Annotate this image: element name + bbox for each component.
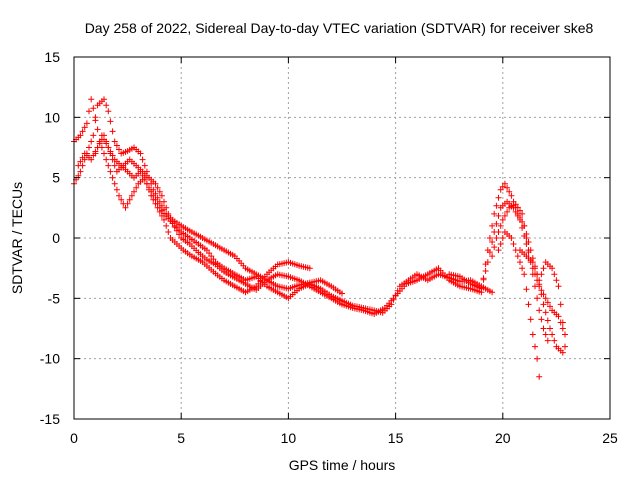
- y-tick-label: -10: [40, 351, 60, 367]
- axis-ticks: [73, 56, 611, 420]
- point-markers: [92, 132, 566, 356]
- grid-lines: [74, 57, 610, 419]
- point-markers: [517, 247, 568, 350]
- y-tick-label: 5: [52, 170, 60, 186]
- x-tick-label: 15: [388, 430, 404, 446]
- x-tick-label: 20: [495, 430, 511, 446]
- y-tick-label: 0: [52, 230, 60, 246]
- chart-title: Day 258 of 2022, Sidereal Day-to-day VTE…: [85, 20, 594, 36]
- y-tick-labels: -15 -10 -5 0 5 10 15: [40, 49, 60, 427]
- point-markers: [495, 229, 543, 380]
- y-tick-label: 10: [44, 109, 60, 125]
- y-axis-label: SDTVAR / TECUs: [9, 182, 25, 294]
- x-axis-label: GPS time / hours: [289, 457, 396, 473]
- x-tick-label: 5: [177, 430, 185, 446]
- x-tick-label: 10: [281, 430, 297, 446]
- x-tick-label: 0: [70, 430, 78, 446]
- x-tick-label: 25: [602, 430, 618, 446]
- series-trace-1: [71, 96, 313, 296]
- x-tick-labels: 0 5 10 15 20 25: [70, 430, 618, 446]
- series-trace-7: [495, 229, 543, 380]
- series-trace-8: [517, 247, 568, 350]
- y-tick-label: -15: [40, 411, 60, 427]
- series-trace-4: [92, 132, 566, 356]
- point-markers: [71, 96, 313, 296]
- y-tick-label: -5: [48, 290, 61, 306]
- data-points: [71, 96, 568, 380]
- y-tick-label: 15: [44, 49, 60, 65]
